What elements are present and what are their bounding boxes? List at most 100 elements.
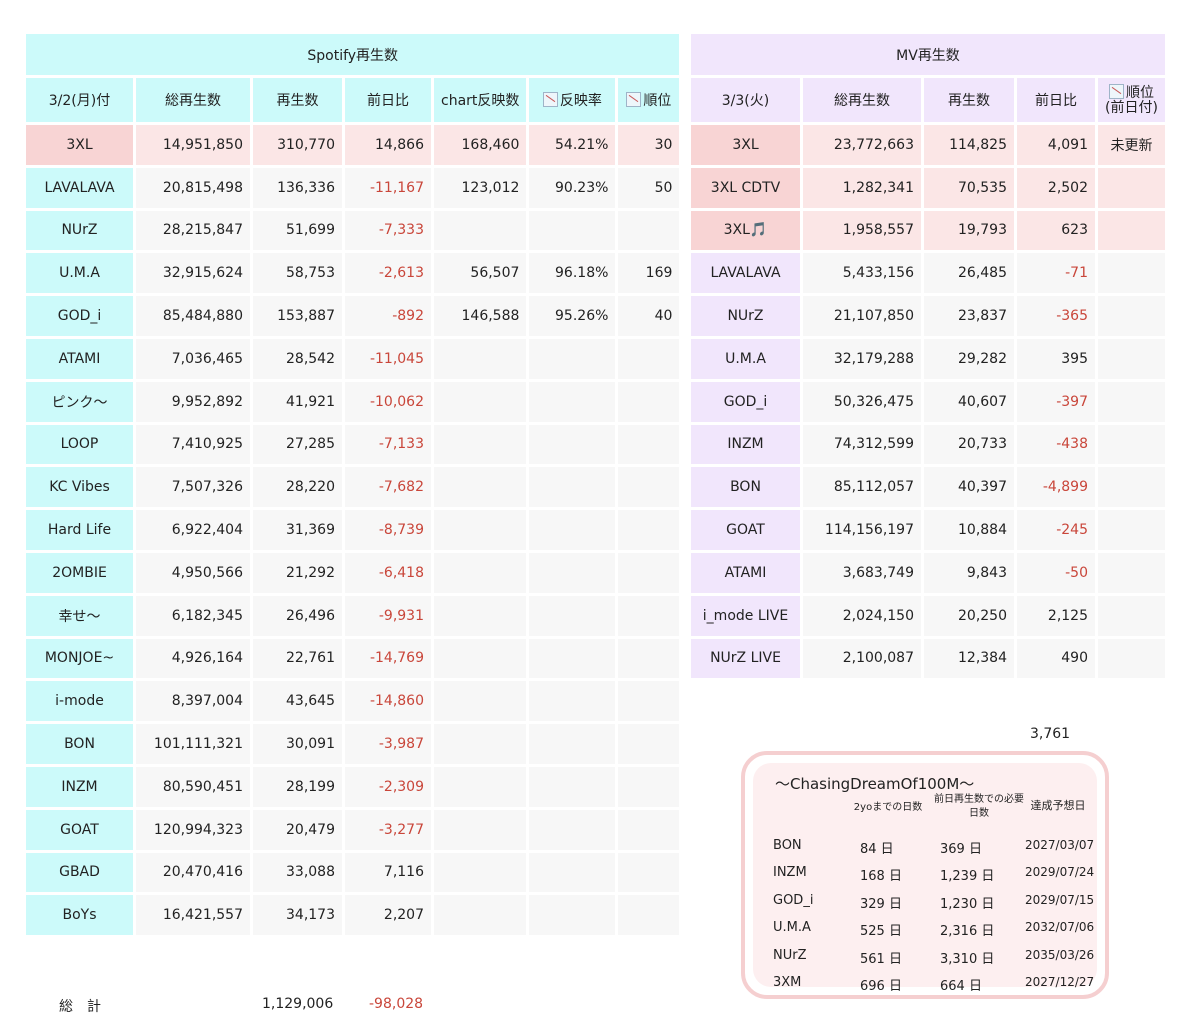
rank-cell bbox=[1098, 338, 1165, 379]
diff-cell: 4,091 bbox=[1017, 125, 1095, 165]
diff-cell: -71 bbox=[1017, 253, 1095, 294]
total-views-cell: 2,024,150 bbox=[803, 595, 921, 636]
plays-cell: 28,220 bbox=[253, 467, 342, 508]
diff-cell: -11,045 bbox=[345, 338, 431, 379]
table-row: MONJOE~ 4,926,164 22,761 -14,769 bbox=[26, 638, 680, 679]
chart-count-cell bbox=[434, 766, 527, 807]
video-name: LAVALAVA bbox=[691, 253, 800, 294]
spotify-table: Spotify再生数 3/2(月)付 総再生数 再生数 前日比 chart反映数… bbox=[23, 31, 682, 938]
mv-header-rank: 順位 (前日付) bbox=[1098, 78, 1165, 122]
chart-count-cell bbox=[434, 210, 527, 251]
diff-cell: -7,682 bbox=[345, 467, 431, 508]
chasing-need: 2,316 日 bbox=[940, 924, 995, 940]
video-name: GOD_i bbox=[691, 381, 800, 422]
table-row: BON 101,111,321 30,091 -3,987 bbox=[26, 724, 680, 764]
rank-cell bbox=[618, 510, 680, 550]
rank-cell bbox=[618, 895, 680, 936]
diff-cell: -7,333 bbox=[345, 210, 431, 251]
rate-cell bbox=[529, 895, 616, 936]
chasing-song: INZM bbox=[773, 865, 807, 881]
chart-count-cell bbox=[434, 381, 527, 422]
views-cell: 26,485 bbox=[924, 253, 1014, 294]
table-row: i-mode 8,397,004 43,645 -14,860 bbox=[26, 681, 680, 722]
total-plays-cell: 120,994,323 bbox=[136, 809, 250, 850]
chasing-need: 1,230 日 bbox=[940, 896, 995, 912]
plays-cell: 41,921 bbox=[253, 381, 342, 422]
table-row: Hard Life 6,922,404 31,369 -8,739 bbox=[26, 510, 680, 550]
chasing-date: 2029/07/15 bbox=[1025, 892, 1095, 907]
plays-cell: 21,292 bbox=[253, 552, 342, 593]
song-name: BoYs bbox=[26, 895, 133, 936]
total-plays-cell: 8,397,004 bbox=[136, 681, 250, 722]
diff-cell: 2,502 bbox=[1017, 167, 1095, 208]
rank-cell bbox=[618, 467, 680, 508]
table-row: 3XL 14,951,850 310,770 14,866 168,460 54.21% 3… bbox=[26, 125, 680, 165]
video-name: 3XL🎵 bbox=[691, 210, 800, 251]
table-row: 3XL CDTV 1,282,341 70,535 2,502 bbox=[691, 167, 1165, 208]
video-name: INZM bbox=[691, 424, 800, 465]
chasing-days: 84 日 bbox=[860, 842, 894, 857]
diff-cell: -4,899 bbox=[1017, 467, 1095, 508]
rank-cell bbox=[1098, 552, 1165, 593]
chasing-days: 168 日 bbox=[860, 869, 902, 885]
diff-cell: 623 bbox=[1017, 210, 1095, 251]
song-name: INZM bbox=[26, 766, 133, 807]
chart-count-cell bbox=[434, 424, 527, 465]
header-rank: 順位 bbox=[618, 78, 680, 122]
total-views-cell: 3,683,749 bbox=[803, 552, 921, 593]
diff-cell: -10,062 bbox=[345, 381, 431, 422]
rate-cell bbox=[529, 510, 616, 550]
total-plays-cell: 85,484,880 bbox=[136, 296, 250, 336]
total-plays-cell: 6,182,345 bbox=[136, 595, 250, 636]
diff-cell: -50 bbox=[1017, 552, 1095, 593]
video-name: GOAT bbox=[691, 510, 800, 550]
rate-cell bbox=[529, 210, 616, 251]
diff-cell: 2,207 bbox=[345, 895, 431, 936]
rate-cell bbox=[529, 467, 616, 508]
rank-cell bbox=[1098, 510, 1165, 550]
header-rate: 反映率 bbox=[529, 78, 616, 122]
song-name: 2OMBIE bbox=[26, 552, 133, 593]
table-row: LAVALAVA 5,433,156 26,485 -71 bbox=[691, 253, 1165, 294]
diff-cell: -14,860 bbox=[345, 681, 431, 722]
plays-cell: 22,761 bbox=[253, 638, 342, 679]
chasing-date: 2029/07/24 bbox=[1025, 865, 1095, 880]
total-plays-cell: 101,111,321 bbox=[136, 724, 250, 764]
song-name: GOD_i bbox=[26, 296, 133, 336]
mv-title-row: MV再生数 bbox=[691, 34, 1165, 75]
rate-cell bbox=[529, 809, 616, 850]
total-plays-cell: 32,915,624 bbox=[136, 253, 250, 294]
mv-header-total: 総再生数 bbox=[803, 78, 921, 122]
chart-count-cell bbox=[434, 510, 527, 550]
total-label: 総 計 bbox=[59, 999, 101, 1015]
total-plays: 1,129,006 bbox=[262, 996, 334, 1012]
diff-cell: 14,866 bbox=[345, 125, 431, 165]
diff-cell: 490 bbox=[1017, 638, 1095, 679]
diff-cell: -2,613 bbox=[345, 253, 431, 294]
views-cell: 12,384 bbox=[924, 638, 1014, 679]
total-views-cell: 74,312,599 bbox=[803, 424, 921, 465]
chasing-song: 3XM bbox=[773, 975, 802, 990]
rate-cell: 96.18% bbox=[529, 253, 616, 294]
chart-count-cell: 56,507 bbox=[434, 253, 527, 294]
header-plays: 再生数 bbox=[253, 78, 342, 122]
plays-cell: 27,285 bbox=[253, 424, 342, 465]
chasing-date: 2035/03/26 bbox=[1025, 947, 1095, 962]
plays-cell: 51,699 bbox=[253, 210, 342, 251]
mv-header-rank-label: 順位 bbox=[1125, 85, 1154, 101]
diff-cell: -397 bbox=[1017, 381, 1095, 422]
total-views-cell: 5,433,156 bbox=[803, 253, 921, 294]
rank-cell bbox=[1098, 638, 1165, 679]
mv-header-row: 3/3(火) 総再生数 再生数 前日比 順位 (前日付) bbox=[691, 78, 1165, 122]
rank-cell bbox=[1098, 296, 1165, 336]
video-name: 3XL bbox=[691, 125, 800, 165]
total-views-cell: 32,179,288 bbox=[803, 338, 921, 379]
total-views-cell: 1,282,341 bbox=[803, 167, 921, 208]
rank-cell bbox=[1098, 381, 1165, 422]
table-row: INZM 80,590,451 28,199 -2,309 bbox=[26, 766, 680, 807]
chasing-days: 525 日 bbox=[860, 924, 902, 940]
rate-cell bbox=[529, 424, 616, 465]
views-cell: 29,282 bbox=[924, 338, 1014, 379]
rank-cell: 未更新 bbox=[1098, 125, 1165, 165]
views-cell: 40,607 bbox=[924, 381, 1014, 422]
